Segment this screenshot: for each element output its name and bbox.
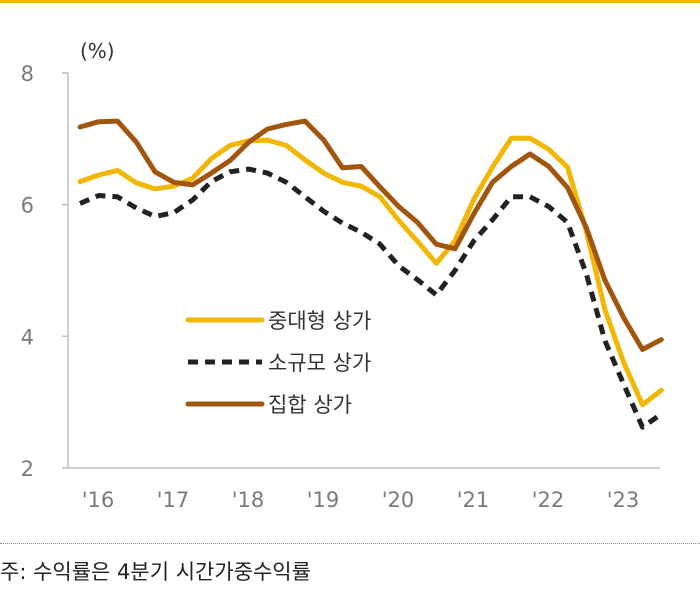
top-accent-bar bbox=[0, 0, 700, 3]
series-line-3 bbox=[77, 118, 664, 352]
x-tick-label: '20 bbox=[382, 488, 415, 512]
x-tick-label: '17 bbox=[157, 488, 190, 512]
x-tick-label: '21 bbox=[457, 488, 490, 512]
legend-label-2: 소규모 상가 bbox=[268, 351, 371, 375]
line-chart: (%) 2 4 6 8 '16 '17 '18 '19 '20 '21 '22 '23 중대형 상가소… bbox=[21, 39, 664, 512]
x-tick-label: '19 bbox=[307, 488, 340, 512]
x-tick-label: '18 bbox=[232, 488, 265, 512]
x-tick-label: '22 bbox=[532, 488, 565, 512]
y-tick-label: 6 bbox=[21, 194, 34, 218]
series-layer bbox=[77, 118, 664, 430]
note-divider bbox=[0, 543, 700, 544]
axes: 2 4 6 8 '16 '17 '18 '19 '20 '21 '22 '23 bbox=[21, 62, 660, 512]
legend-label-3: 집합 상가 bbox=[268, 393, 352, 417]
x-tick-label: '23 bbox=[607, 488, 640, 512]
footnote: 주: 수익률은 4분기 시간가중수익률 bbox=[0, 560, 311, 584]
y-unit-label: (%) bbox=[80, 39, 115, 63]
x-tick-label: '16 bbox=[82, 488, 115, 512]
series-line-2 bbox=[79, 166, 663, 430]
y-tick-label: 8 bbox=[21, 62, 34, 86]
y-tick-label: 4 bbox=[21, 325, 34, 349]
y-tick-label: 2 bbox=[21, 457, 34, 481]
legend-label-1: 중대형 상가 bbox=[268, 309, 371, 333]
